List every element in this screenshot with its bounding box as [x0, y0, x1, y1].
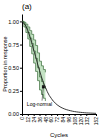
- x-axis: 01224364860728496108120132152: [19, 114, 99, 125]
- x-tick: 152: [93, 114, 99, 125]
- x-tick-label: 132: [84, 117, 90, 126]
- y-axis-line: [22, 15, 23, 115]
- marks: [22, 21, 96, 113]
- plot-area: 012243648607284961081201321520.00 0.25 0.5…: [8, 15, 99, 126]
- confidence-band: [22, 21, 45, 101]
- y-tick-mark: [20, 114, 22, 115]
- y-tick-mark: [20, 45, 22, 46]
- x-tick-mark: [96, 114, 97, 116]
- y-tick: 1.00: [8, 19, 22, 25]
- y-tick-mark: [20, 91, 22, 92]
- y-axis: 0.00 0.25 0.50 0.75 1.00: [8, 15, 22, 118]
- y-axis-title: Proportion in response: [2, 36, 8, 91]
- x-tick-mark: [28, 114, 29, 116]
- x-tick-mark: [34, 114, 35, 116]
- y-tick-label: 1.00: [8, 19, 19, 25]
- y-tick: 0.25: [8, 88, 22, 94]
- x-tick-mark: [57, 114, 58, 116]
- y-tick-label: 0.00: [8, 111, 19, 117]
- y-tick: 0.50: [8, 65, 22, 71]
- y-tick-label: 0.50: [8, 65, 19, 71]
- step-line: [22, 21, 45, 101]
- y-tick: 0.75: [8, 42, 22, 48]
- x-tick: 132: [84, 114, 90, 125]
- chart: 012243648607284961081201321520.00 0.25 0.5…: [0, 0, 100, 139]
- annotation-text: Log-normal: [27, 101, 52, 107]
- x-tick-mark: [80, 114, 81, 116]
- x-tick-mark: [63, 114, 64, 116]
- x-axis-title: Cycles: [50, 132, 68, 138]
- x-tick-mark: [45, 114, 46, 116]
- y-tick: 0.00: [8, 111, 22, 117]
- y-tick-mark: [20, 68, 22, 69]
- y-tick-label: 0.75: [8, 42, 19, 48]
- x-tick-mark: [40, 114, 41, 116]
- annotation-arrow: [42, 87, 43, 101]
- x-tick-label: 152: [93, 117, 99, 126]
- y-tick-label: 0.25: [8, 88, 19, 94]
- x-tick-mark: [51, 114, 52, 116]
- x-tick-mark: [69, 114, 70, 116]
- title: (a): [22, 2, 32, 11]
- x-tick-mark: [86, 114, 87, 116]
- y-tick-mark: [20, 21, 22, 22]
- curve-line: [22, 21, 96, 113]
- x-axis-line: [23, 114, 97, 115]
- x-tick-mark: [75, 114, 76, 116]
